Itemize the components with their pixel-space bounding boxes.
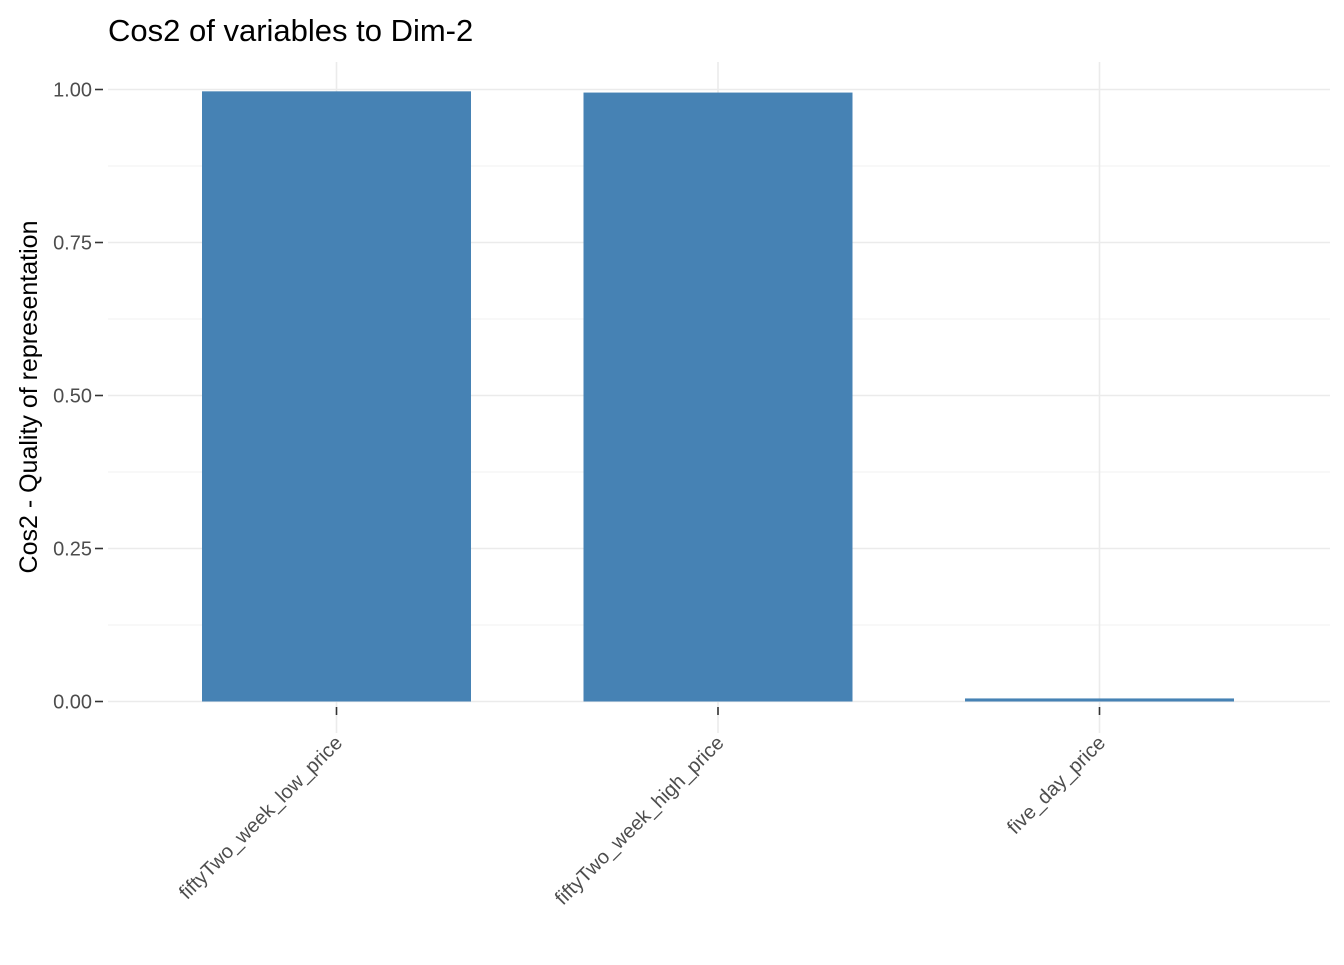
bar xyxy=(583,92,853,702)
bars xyxy=(202,91,1234,702)
y-tick-label: 0.00 xyxy=(53,692,92,714)
y-tick-label: 0.50 xyxy=(53,386,92,408)
bar xyxy=(965,698,1234,702)
y-axis-title: Cos2 - Quality of representation xyxy=(15,221,43,574)
x-tick-label: fiftyTwo_week_low_price xyxy=(175,732,347,904)
x-tick-label: five_day_price xyxy=(1003,732,1110,839)
y-tick-label: 1.00 xyxy=(53,80,92,102)
y-tick-label: 0.75 xyxy=(53,233,92,255)
chart-title: Cos2 of variables to Dim-2 xyxy=(108,13,473,48)
y-tick-label: 0.25 xyxy=(53,539,92,561)
x-tick-label: fiftyTwo_week_high_price xyxy=(551,732,728,909)
x-axis: fiftyTwo_week_low_price fiftyTwo_week_hig… xyxy=(175,707,1110,909)
y-axis: 0.00 0.25 0.50 0.75 1.00 xyxy=(53,80,103,714)
bar xyxy=(202,91,471,702)
